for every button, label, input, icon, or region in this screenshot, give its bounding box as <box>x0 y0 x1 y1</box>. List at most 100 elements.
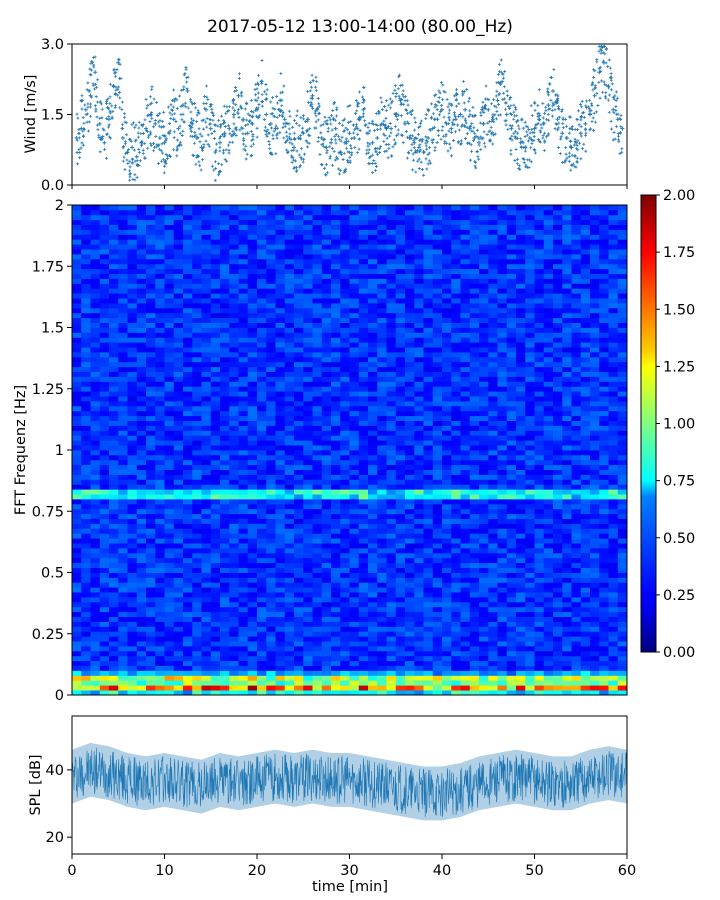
spectrogram-cell <box>229 469 239 475</box>
spectrogram-cell <box>414 665 424 671</box>
wind-point <box>457 102 461 106</box>
spectrogram-cell <box>423 503 434 510</box>
spectrogram-cell <box>303 646 313 652</box>
wind-point <box>275 132 279 136</box>
spectrogram-cell <box>377 592 387 598</box>
spectrogram-cell <box>201 616 212 622</box>
wind-point <box>607 86 611 90</box>
spectrogram-cell <box>183 513 193 519</box>
spectrogram-cell <box>321 597 332 603</box>
wind-point <box>471 139 475 143</box>
wind-point <box>516 131 520 135</box>
spectrogram-cell <box>238 675 249 681</box>
wind-point <box>556 99 560 103</box>
spectrogram-cell <box>543 636 554 642</box>
spectrogram-cell <box>562 616 572 622</box>
spectrogram-cell <box>543 616 554 622</box>
spectrogram-cell <box>534 508 545 515</box>
spectrogram-cell <box>90 489 101 495</box>
spectrogram-cell <box>275 538 286 544</box>
spectrogram-cell <box>210 513 221 519</box>
spectrogram-cell <box>442 562 452 568</box>
wind-point <box>278 131 282 135</box>
spectrogram-cell <box>590 577 600 583</box>
wind-point <box>206 97 210 101</box>
wind-point <box>453 117 458 122</box>
spectrogram-cell <box>543 685 554 691</box>
spectrogram-cell <box>136 665 147 671</box>
spectrogram-cell <box>284 577 295 583</box>
spectrogram-cell <box>109 670 119 676</box>
spectrogram-cell <box>90 655 101 662</box>
wind-point <box>555 117 560 122</box>
wind-point <box>591 116 595 120</box>
spectrogram-cell <box>266 572 276 578</box>
wind-point <box>521 126 525 130</box>
wind-point <box>257 102 261 106</box>
spectrogram-cell <box>395 592 406 598</box>
wind-point <box>391 145 395 149</box>
wind-point <box>397 94 401 98</box>
spectrogram-cell <box>469 518 480 524</box>
wind-point <box>416 159 420 163</box>
spectrogram-cell <box>608 592 619 598</box>
spectrogram-cell <box>173 494 184 500</box>
wind-point <box>496 73 500 77</box>
spectrogram-cell <box>553 587 563 593</box>
spectrogram-cell <box>516 538 526 544</box>
spectrogram-cell <box>479 592 489 598</box>
wind-point <box>225 159 229 163</box>
spectrogram-cell <box>442 572 452 578</box>
wind-point <box>144 97 148 101</box>
spectrogram-cell <box>340 636 350 642</box>
spectrogram-cell <box>90 675 101 681</box>
spectrogram-cell <box>349 675 360 681</box>
spectrogram-cell <box>432 523 443 529</box>
spectrogram-cell <box>201 450 212 456</box>
wind-point <box>519 137 523 141</box>
spectrogram-cell <box>488 533 498 539</box>
wind-point <box>395 117 399 121</box>
spectrogram-cell <box>173 548 184 554</box>
spectrogram-cell <box>516 626 526 632</box>
spectrogram-cell <box>321 548 332 554</box>
wind-point <box>290 160 294 164</box>
spectrogram-cell <box>432 503 443 510</box>
wind-point <box>260 82 264 86</box>
spectrogram-cell <box>599 435 609 441</box>
wind-point <box>357 137 361 141</box>
spectrogram-cell <box>460 552 471 559</box>
wind-point <box>136 131 140 135</box>
spectrogram-cell <box>451 513 461 519</box>
spectrogram-cell <box>201 601 212 608</box>
wind-point <box>603 82 607 86</box>
wind-point <box>249 98 253 102</box>
spectrogram-cell <box>534 435 545 441</box>
spectrogram-cell <box>183 464 193 470</box>
spectrogram-cell <box>590 445 600 451</box>
spectrogram-cell <box>358 665 369 671</box>
spectrogram-cell <box>331 626 341 632</box>
spectrogram-cell <box>257 533 267 539</box>
spectrogram-cell <box>90 548 101 554</box>
wind-point <box>374 112 378 116</box>
wind-point <box>579 125 583 129</box>
wind-point <box>569 168 573 172</box>
spectrogram-cell <box>580 484 591 490</box>
wind-point <box>321 142 325 146</box>
wind-point <box>494 105 498 109</box>
spectrogram-cell <box>534 582 545 588</box>
wind-point <box>607 110 611 114</box>
spectrogram-cell <box>395 538 406 544</box>
spectrogram-cell <box>173 430 184 436</box>
spectrogram-cell <box>395 464 406 470</box>
wind-point <box>556 94 560 98</box>
spectrogram-cell <box>358 597 369 603</box>
spectrogram-cell <box>442 503 452 510</box>
spectrogram-cell <box>247 513 258 519</box>
spectrogram-cell <box>303 508 313 515</box>
spectrogram-cell <box>312 660 323 666</box>
wind-point <box>329 140 333 145</box>
spectrogram-cell <box>469 445 480 451</box>
spectrogram-cell <box>553 562 563 568</box>
